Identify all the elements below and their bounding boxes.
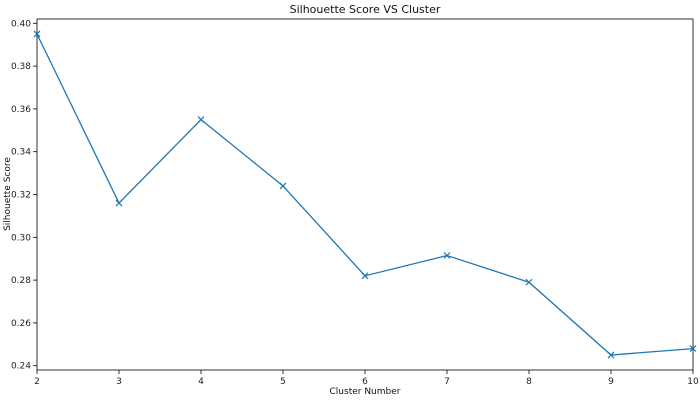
data-point-marker (525, 278, 533, 286)
y-axis-ticks: 0.24 0.26 0.28 0.30 0.32 0.34 0.36 0.38 0.40 (11, 19, 37, 372)
axes-frame (36, 18, 694, 371)
y-tick-label: 0.26 (11, 319, 31, 329)
data-point-marker (361, 272, 369, 280)
series-line (36, 33, 694, 356)
x-tick-label: 6 (362, 377, 368, 387)
x-tick-label: 5 (280, 377, 286, 387)
x-tick-label: 7 (444, 377, 450, 387)
y-tick-label: 0.40 (11, 19, 31, 29)
x-tick-label: 9 (608, 377, 614, 387)
x-tick-label: 2 (34, 377, 40, 387)
y-tick-label: 0.30 (11, 233, 31, 243)
data-point-marker (689, 345, 697, 353)
x-axis-title: Cluster Number (330, 387, 401, 397)
y-tick-label: 0.38 (11, 62, 31, 72)
chart-title: Silhouette Score VS Cluster (290, 3, 441, 16)
data-point-marker (443, 252, 451, 259)
x-tick-label: 8 (526, 377, 532, 387)
data-point-marker (33, 30, 41, 38)
y-axis-title: Silhouette Score (3, 157, 13, 231)
x-axis-ticks: 2 3 4 5 6 7 8 9 10 (34, 370, 699, 387)
data-point-marker (607, 351, 615, 359)
y-tick-label: 0.24 (11, 362, 31, 372)
y-tick-label: 0.32 (11, 191, 31, 201)
y-tick-label: 0.34 (11, 148, 31, 158)
x-tick-label: 10 (687, 377, 699, 387)
x-tick-label: 3 (116, 377, 122, 387)
y-tick-label: 0.28 (11, 276, 31, 286)
x-tick-label: 4 (198, 377, 204, 387)
data-point-marker (279, 182, 287, 190)
series-layer (33, 30, 697, 359)
plot-area-border (36, 18, 694, 371)
data-point-marker (197, 116, 205, 124)
data-point-marker (115, 199, 123, 207)
y-tick-label: 0.36 (11, 105, 31, 115)
